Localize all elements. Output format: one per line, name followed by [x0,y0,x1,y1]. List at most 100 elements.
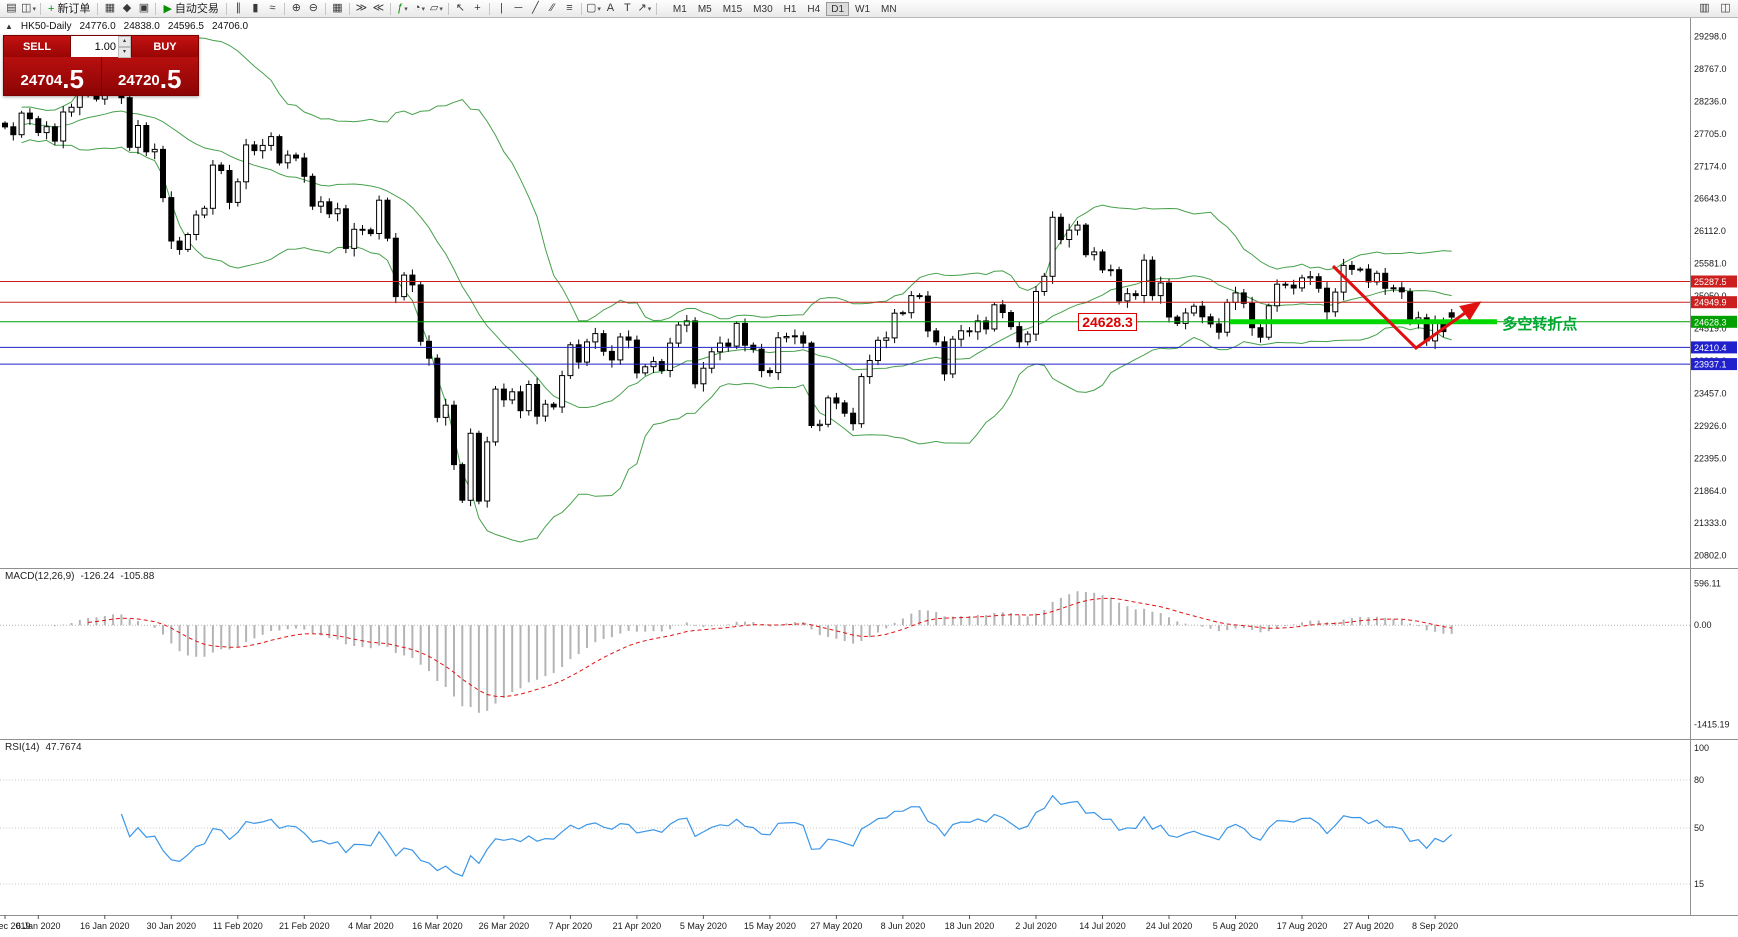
chart-canvas[interactable]: 29298.0 28767.0 28236.0 27705.0 27174.0 26643… [0,18,1738,937]
svg-text:14 Jul 2020: 14 Jul 2020 [1079,921,1126,931]
line-chart-icon: ≈ [269,2,276,14]
volume-down-button[interactable]: ▾ [118,46,131,58]
svg-text:0.00: 0.00 [1694,620,1712,630]
timeframe-m15-button[interactable]: M15 [722,3,743,15]
terminal-icon: ▣ [138,2,150,14]
trend-arrow [1331,264,1482,350]
window-menu-button[interactable]: ◫ [1720,2,1731,14]
chart-shift-button[interactable]: ≪ [370,1,387,16]
svg-text:25581.0: 25581.0 [1694,259,1727,269]
tile-windows-icon: ▦ [332,2,343,14]
svg-text:25050.0: 25050.0 [1694,291,1727,301]
svg-text:24628.3: 24628.3 [1694,317,1727,327]
svg-text:24 Jul 2020: 24 Jul 2020 [1146,921,1193,931]
buy-price-fraction: .5 [159,64,182,94]
horizontal-level-lines [0,281,1690,365]
periods-button[interactable]: ◔▾ [411,1,428,16]
svg-text:8 Jun 2020: 8 Jun 2020 [881,921,926,931]
auto-scroll-button[interactable]: ≫ [353,1,370,16]
cursor-button[interactable]: ↖ [452,1,469,16]
arrows-button[interactable]: ↗▾ [636,1,653,16]
chart-profiles-button[interactable]: ◫▾ [20,1,37,16]
macd-value-signal: -105.88 [120,571,155,582]
toolbar-separator [348,2,350,15]
timeframe-m30-button[interactable]: M30 [753,3,773,15]
volume-input[interactable] [76,40,116,53]
timeframe-w1-button[interactable]: W1 [855,3,871,15]
svg-text:17 Aug 2020: 17 Aug 2020 [1277,921,1328,931]
market-watch-button[interactable]: ▦ [101,1,118,16]
buy-price-main: 24720 [118,72,160,89]
svg-text:23937.1: 23937.1 [1694,360,1727,370]
sell-price-display[interactable]: 24704 .5 [4,57,101,95]
text-label-button[interactable]: T [619,1,636,16]
print-button[interactable]: ▥ [1699,2,1710,14]
sell-price-fraction: .5 [62,64,84,94]
horizontal-line-button[interactable]: ─ [510,1,527,16]
vertical-line-icon: | [499,2,503,14]
svg-text:15 May 2020: 15 May 2020 [744,921,796,931]
autotrading-icon: ▶ [163,2,172,15]
timeframe-d1-button[interactable]: D1 [826,1,850,16]
turning-point-annotation[interactable]: 多空转折点 [1502,315,1578,333]
toolbar-separator [389,2,391,15]
autotrading-button-label: 自动交易 [174,2,219,15]
svg-text:24519.0: 24519.0 [1694,324,1727,334]
svg-text:23457.0: 23457.0 [1694,388,1727,398]
indicators-button[interactable]: ƒ▾ [394,1,411,16]
svg-text:50: 50 [1694,823,1704,833]
timeframe-m1-button[interactable]: M1 [672,3,687,15]
svg-text:18 Jun 2020: 18 Jun 2020 [945,921,995,931]
one-click-trading-panel: SELL ▴ ▾ BUY 24704 .5 24720 .5 [3,35,199,96]
svg-text:28236.0: 28236.0 [1694,96,1727,106]
timeframe-mn-button[interactable]: MN [881,3,897,15]
pane-borders [0,18,1738,916]
autotrading-button[interactable]: ▶ 自动交易 [159,1,222,16]
candlestick-chart-button[interactable]: ▮ [247,1,264,16]
line-chart-button[interactable]: ≈ [264,1,281,16]
dropdown-arrow-icon: ▾ [647,6,652,13]
dropdown-arrow-icon: ▾ [404,6,408,13]
svg-text:30 Dec 2019: 30 Dec 2019 [0,921,31,931]
tile-windows-button[interactable]: ▦ [329,1,346,16]
zoom-in-button[interactable]: ⊕ [288,1,305,16]
svg-text:27 May 2020: 27 May 2020 [810,921,862,931]
new-order-button[interactable]: + 新订单 [44,1,94,16]
vertical-line-button[interactable]: | [493,1,510,16]
market-watch-icon: ▦ [104,2,116,14]
buy-button[interactable]: BUY [132,36,198,57]
shapes-button[interactable]: ▢▾ [585,1,602,16]
new-chart-button[interactable]: ▤ [3,1,20,16]
timeframe-h1-button[interactable]: H1 [783,3,797,15]
one-click-collapse-icon[interactable]: ▲ [5,22,13,31]
timeframe-h4-button[interactable]: H4 [807,3,821,15]
bar-chart-button[interactable]: ∥ [230,1,247,16]
svg-text:22395.0: 22395.0 [1694,453,1727,463]
price-axis-labels: 29298.0 28767.0 28236.0 27705.0 27174.0 26643… [1694,31,1727,560]
cursor-icon: ↖ [455,2,466,14]
fibonacci-button[interactable]: ≡ [561,1,578,16]
macd-name: MACD(12,26,9) [5,571,75,582]
auto-scroll-icon: ≫ [355,2,368,14]
text-button[interactable]: A [602,1,619,16]
templates-button[interactable]: ▱▾ [428,1,445,16]
navigator-button[interactable]: ◆ [118,1,135,16]
buy-price-display[interactable]: 24720 .5 [102,57,199,95]
terminal-button[interactable]: ▣ [135,1,152,16]
ohlc-open: 24776.0 [79,21,116,32]
new-order-button-label: 新订单 [57,2,91,15]
volume-up-button[interactable]: ▴ [118,35,131,47]
crosshair-button[interactable]: + [469,1,486,16]
timeframe-toolbar: M1 M5 M15 M30 H1 H4 D1 W1 MN [668,1,902,16]
rsi-value: 47.7674 [45,742,82,753]
channel-button[interactable]: ⁄⁄ [544,1,561,16]
price-level-annotation[interactable]: 24628.3 [1078,312,1137,331]
toolbar-separator [447,2,449,15]
trendline-button[interactable]: ╱ [527,1,544,16]
sell-button[interactable]: SELL [4,36,70,57]
chart-shift-icon: ≪ [372,2,385,14]
timeframe-m5-button[interactable]: M5 [697,3,712,15]
zoom-out-button[interactable]: ⊖ [305,1,322,16]
periods-icon: ◔ [413,2,421,14]
candlestick-chart-icon: ▮ [252,2,259,14]
